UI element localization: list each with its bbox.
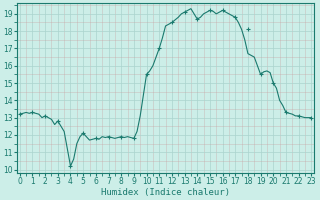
- X-axis label: Humidex (Indice chaleur): Humidex (Indice chaleur): [101, 188, 230, 197]
